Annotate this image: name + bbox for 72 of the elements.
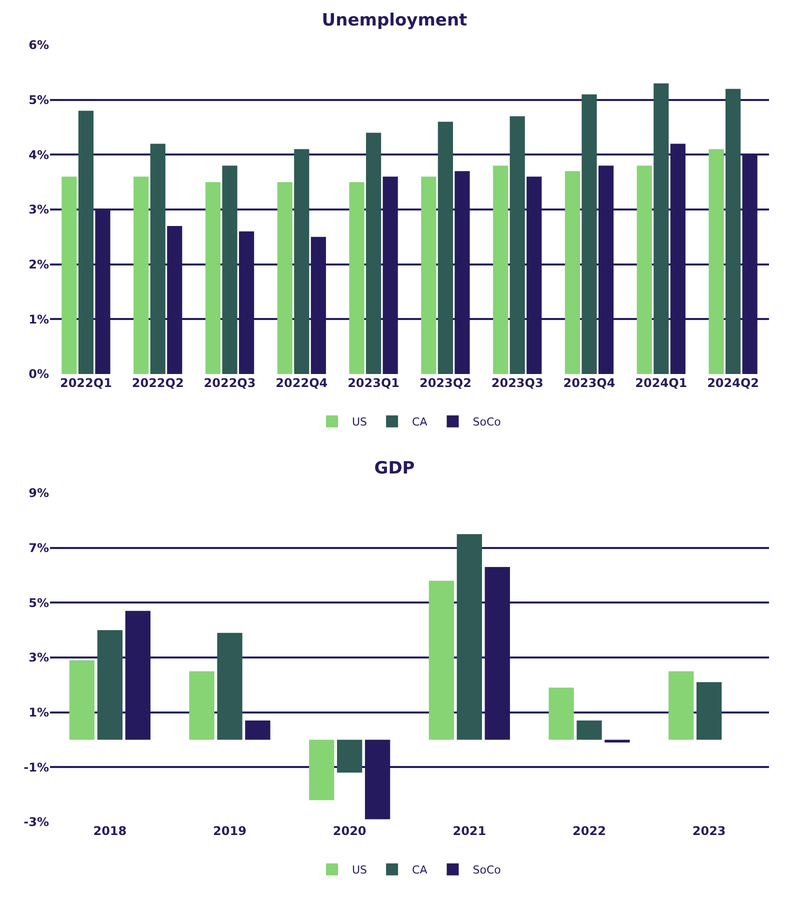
y-tick-label: 5% xyxy=(28,93,49,108)
bar xyxy=(134,176,149,374)
bar xyxy=(277,182,292,374)
bar xyxy=(349,182,364,374)
bar xyxy=(438,122,453,374)
x-tick-label: 2020 xyxy=(332,824,366,838)
bar xyxy=(708,149,724,374)
y-tick-label: 1% xyxy=(28,312,49,326)
legend-label: SoCo xyxy=(472,416,502,429)
chart-title: GDP xyxy=(374,458,415,478)
bar xyxy=(696,682,722,740)
y-tick-label: 0% xyxy=(28,367,49,382)
bar xyxy=(726,88,741,374)
bar xyxy=(97,630,122,740)
x-tick-label: 2022Q4 xyxy=(276,376,328,390)
bar xyxy=(294,149,310,374)
bar xyxy=(150,144,166,374)
y-tick-label: 3% xyxy=(28,202,49,217)
bar xyxy=(421,176,436,374)
chart-title: Unemployment xyxy=(322,10,468,30)
x-tick-label: 2018 xyxy=(93,824,127,838)
bar xyxy=(62,176,77,374)
y-tick-label: 5% xyxy=(28,596,49,610)
y-tick-label: -3% xyxy=(24,815,49,830)
x-tick-label: 2023Q2 xyxy=(419,376,472,390)
y-tick-label: 1% xyxy=(28,706,49,720)
x-tick-label: 2024Q1 xyxy=(635,376,688,390)
bar xyxy=(217,632,242,740)
bar xyxy=(205,182,221,374)
legend-label: CA xyxy=(412,864,428,877)
x-tick-label: 2022Q2 xyxy=(132,376,184,390)
bar xyxy=(604,740,630,742)
bar xyxy=(337,740,362,773)
bar xyxy=(366,132,382,374)
legend-label: CA xyxy=(412,416,428,429)
bar xyxy=(564,171,580,374)
y-tick-label: 2% xyxy=(28,258,49,272)
bar xyxy=(636,166,652,374)
bar xyxy=(582,94,597,374)
bar xyxy=(456,534,482,740)
y-tick-label: 3% xyxy=(28,650,49,665)
bar xyxy=(78,110,94,374)
x-tick-label: 2023Q1 xyxy=(348,376,400,390)
bar xyxy=(428,580,454,740)
bar xyxy=(222,166,238,374)
legend-label: US xyxy=(352,416,368,429)
x-tick-label: 2022Q1 xyxy=(60,376,112,390)
legend-label: US xyxy=(352,864,368,877)
bar xyxy=(493,166,508,374)
y-tick-label: 7% xyxy=(28,541,49,556)
y-tick-label: 4% xyxy=(28,148,49,162)
y-tick-label: 6% xyxy=(28,38,49,52)
x-tick-label: 2023 xyxy=(692,824,726,838)
x-tick-label: 2021 xyxy=(452,824,486,838)
bar xyxy=(245,720,270,740)
bar xyxy=(309,740,334,800)
x-tick-label: 2022 xyxy=(572,824,606,838)
x-tick-label: 2023Q4 xyxy=(563,376,616,390)
x-tick-label: 2019 xyxy=(213,824,246,838)
bar xyxy=(510,116,525,374)
bar xyxy=(189,671,214,740)
bar xyxy=(668,671,694,740)
x-tick-label: 2024Q2 xyxy=(707,376,760,390)
x-tick-label: 2022Q3 xyxy=(204,376,256,390)
bar xyxy=(576,720,602,740)
legend-label: SoCo xyxy=(472,864,502,877)
y-tick-label: 9% xyxy=(28,486,49,500)
bar xyxy=(69,660,95,740)
bar xyxy=(654,83,669,374)
y-tick-label: -1% xyxy=(24,760,49,774)
bar xyxy=(548,688,574,740)
x-tick-label: 2023Q3 xyxy=(491,376,544,390)
